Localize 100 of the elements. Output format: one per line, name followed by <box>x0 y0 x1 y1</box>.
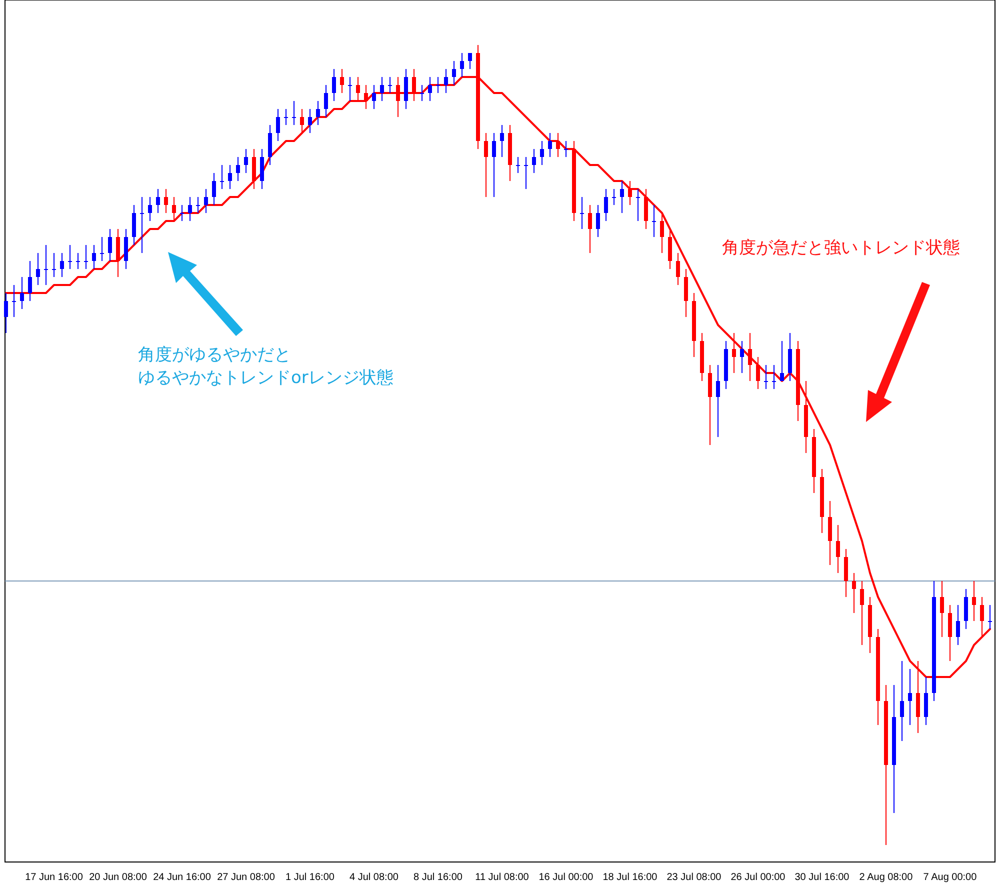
x-tick-label: 23 Jul 08:00 <box>666 872 722 883</box>
candlestick <box>132 204 136 246</box>
candlestick <box>324 84 328 118</box>
candlestick <box>716 364 720 438</box>
candlestick <box>828 500 832 566</box>
candlestick <box>372 84 376 110</box>
candlestick <box>636 188 640 222</box>
x-tick-label: 2 Aug 08:00 <box>859 872 914 883</box>
candlestick <box>156 188 160 214</box>
candlestick <box>492 132 496 198</box>
candlestick <box>28 260 32 302</box>
annotation: ゆるやかなトレンドorレンジ状態 <box>138 368 394 388</box>
candlestick <box>148 196 152 222</box>
candlestick <box>340 68 344 94</box>
candlestick <box>60 252 64 278</box>
candlestick <box>772 364 776 390</box>
candlestick <box>20 276 24 310</box>
x-tick-label: 16 Jul 00:00 <box>538 872 594 883</box>
annotation: 角度が急だと強いトレンド状態 <box>722 238 960 258</box>
candlestick <box>388 76 392 94</box>
candlestick <box>588 204 592 254</box>
candlestick <box>532 148 536 174</box>
candlestick <box>236 156 240 182</box>
candlestick <box>836 524 840 574</box>
candlestick <box>652 204 656 238</box>
candlestick <box>764 364 768 390</box>
candlestick <box>628 180 632 206</box>
candlestick <box>668 228 672 270</box>
candlestick <box>788 332 792 382</box>
candlestick <box>284 108 288 126</box>
candlestick <box>316 100 320 126</box>
candlestick <box>684 268 688 318</box>
candlestick <box>524 156 528 190</box>
candlestick <box>644 188 648 230</box>
candlestick <box>860 580 864 646</box>
candlestick <box>180 204 184 222</box>
candlestick <box>612 188 616 206</box>
x-tick-label: 8 Jul 16:00 <box>414 872 463 883</box>
x-tick-label: 7 Aug 00:00 <box>923 872 978 883</box>
candlestick <box>444 68 448 94</box>
x-tick-label: 4 Jul 08:00 <box>350 872 399 883</box>
candlestick <box>268 124 272 166</box>
candlestick <box>732 332 736 374</box>
candlestick <box>452 60 456 86</box>
candlestick <box>36 252 40 286</box>
candlestick <box>604 188 608 222</box>
candlestick <box>196 196 200 214</box>
candlestick <box>92 244 96 270</box>
candlestick <box>220 164 224 190</box>
candlestick <box>516 156 520 174</box>
candlestick <box>580 196 584 230</box>
x-tick-label: 20 Jun 08:00 <box>89 872 148 883</box>
candlestick <box>276 108 280 142</box>
candlestick <box>252 148 256 190</box>
annotation: 角度がゆるやかだと <box>138 345 291 365</box>
candlestick <box>108 228 112 262</box>
candlestick <box>956 604 960 646</box>
candlestick <box>948 604 952 662</box>
candlestick <box>76 252 80 270</box>
candlestick <box>620 180 624 214</box>
candlestick <box>380 76 384 102</box>
candlestick <box>4 292 8 334</box>
candlestick <box>988 604 992 630</box>
x-tick-label: 27 Jun 08:00 <box>217 872 276 883</box>
candlestick <box>300 108 304 134</box>
candlestick <box>84 244 88 270</box>
candlestick <box>908 668 912 726</box>
candlestick <box>972 580 976 622</box>
candlestick <box>164 188 168 214</box>
candlestick <box>68 244 72 270</box>
candlestick <box>348 76 352 102</box>
candlestick <box>556 132 560 158</box>
candlestick <box>708 364 712 446</box>
candlestick <box>740 340 744 374</box>
candlestick <box>540 140 544 166</box>
candlestick <box>748 332 752 382</box>
candlestick <box>212 172 216 206</box>
candlestick <box>204 188 208 214</box>
candlestick <box>924 676 928 726</box>
candlestick <box>964 588 968 630</box>
candlestick <box>484 132 488 198</box>
candlestick <box>44 244 48 286</box>
x-tick-label: 18 Jul 16:00 <box>602 872 658 883</box>
candlestick <box>124 228 128 270</box>
candlestick <box>844 548 848 598</box>
candlestick <box>364 84 368 110</box>
candlestick <box>260 148 264 190</box>
candlestick <box>100 236 104 262</box>
candlestick <box>460 52 464 78</box>
candlestick <box>228 164 232 190</box>
candlestick <box>140 196 144 254</box>
candlestick <box>12 284 16 318</box>
candlestick <box>404 68 408 110</box>
x-tick-label: 24 Jun 16:00 <box>153 872 212 883</box>
candlestick <box>548 132 552 158</box>
candlestick <box>468 52 472 70</box>
candlestick <box>940 580 944 638</box>
candlestick <box>596 204 600 238</box>
candlestick <box>436 76 440 94</box>
candlestick <box>780 340 784 382</box>
